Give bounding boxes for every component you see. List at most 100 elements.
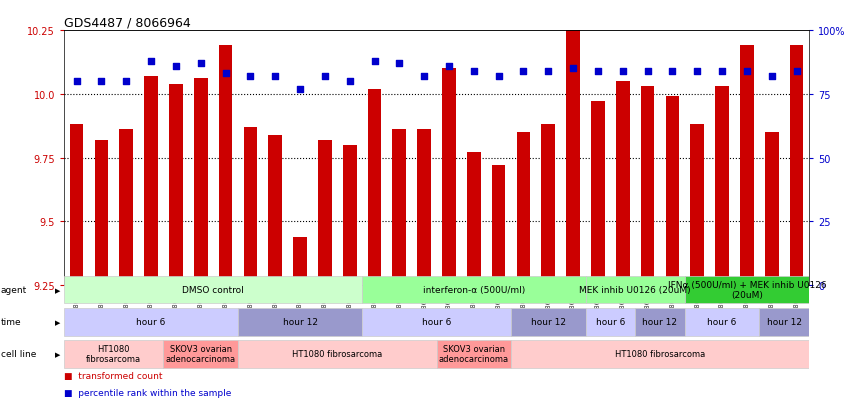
Bar xyxy=(511,308,586,336)
Bar xyxy=(765,133,778,285)
Bar xyxy=(269,135,282,285)
Bar xyxy=(790,46,803,285)
Text: MEK inhib U0126 (20uM): MEK inhib U0126 (20uM) xyxy=(580,285,691,294)
Bar xyxy=(318,140,331,285)
Point xyxy=(69,78,83,85)
Point xyxy=(541,69,555,75)
Bar xyxy=(511,340,809,368)
Text: hour 12: hour 12 xyxy=(767,318,801,326)
Bar xyxy=(120,130,133,285)
Text: interferon-α (500U/ml): interferon-α (500U/ml) xyxy=(423,285,525,294)
Point xyxy=(665,69,679,75)
Bar xyxy=(437,340,511,368)
Point xyxy=(169,63,182,70)
Point xyxy=(491,74,505,80)
Point xyxy=(715,69,728,75)
Point xyxy=(293,86,306,93)
Bar xyxy=(95,140,108,285)
Text: HT1080 fibrosarcoma: HT1080 fibrosarcoma xyxy=(615,349,705,358)
Text: SKOV3 ovarian
adenocarcinoma: SKOV3 ovarian adenocarcinoma xyxy=(439,344,508,363)
Text: ▶: ▶ xyxy=(55,319,60,325)
Point xyxy=(516,69,530,75)
Point xyxy=(467,69,480,75)
Bar xyxy=(586,308,635,336)
Point xyxy=(243,74,257,80)
Bar xyxy=(362,276,586,304)
Text: GDS4487 / 8066964: GDS4487 / 8066964 xyxy=(64,17,191,30)
Bar xyxy=(219,46,232,285)
Point xyxy=(268,74,282,80)
Bar xyxy=(238,340,437,368)
Bar xyxy=(716,87,728,285)
Text: ■  percentile rank within the sample: ■ percentile rank within the sample xyxy=(64,388,232,397)
Point xyxy=(144,58,158,65)
Bar xyxy=(635,308,685,336)
Bar xyxy=(294,237,306,285)
Text: IFNα (500U/ml) + MEK inhib U0126
(20uM): IFNα (500U/ml) + MEK inhib U0126 (20uM) xyxy=(668,280,826,299)
Point xyxy=(367,58,381,65)
Point xyxy=(442,63,455,70)
Point xyxy=(740,69,753,75)
Point xyxy=(318,74,331,80)
Bar xyxy=(145,77,158,285)
Bar xyxy=(368,90,381,285)
Text: HT1080 fibrosarcoma: HT1080 fibrosarcoma xyxy=(292,349,383,358)
Point xyxy=(764,74,778,80)
Text: ▶: ▶ xyxy=(55,351,60,357)
Text: hour 6: hour 6 xyxy=(422,318,451,326)
Point xyxy=(119,78,134,85)
Bar xyxy=(238,308,362,336)
Text: hour 12: hour 12 xyxy=(282,318,318,326)
Text: hour 12: hour 12 xyxy=(643,318,677,326)
Bar xyxy=(641,87,654,285)
Bar xyxy=(443,69,455,285)
Text: agent: agent xyxy=(1,285,27,294)
Point xyxy=(193,61,207,67)
Text: hour 12: hour 12 xyxy=(531,318,566,326)
Bar xyxy=(591,102,604,285)
Bar xyxy=(343,145,356,285)
Bar xyxy=(616,82,629,285)
Bar xyxy=(685,276,809,304)
Bar xyxy=(64,308,238,336)
Bar xyxy=(567,31,580,285)
Bar xyxy=(586,276,685,304)
Text: HT1080
fibrosarcoma: HT1080 fibrosarcoma xyxy=(86,344,141,363)
Bar xyxy=(163,340,238,368)
Point xyxy=(566,66,580,72)
Point xyxy=(690,69,704,75)
Bar xyxy=(418,130,431,285)
Bar xyxy=(362,308,511,336)
Point xyxy=(218,71,232,78)
Text: ■  transformed count: ■ transformed count xyxy=(64,371,163,380)
Point xyxy=(94,78,108,85)
Bar xyxy=(685,308,759,336)
Bar xyxy=(740,46,753,285)
Text: SKOV3 ovarian
adenocarcinoma: SKOV3 ovarian adenocarcinoma xyxy=(166,344,235,363)
Bar xyxy=(169,84,182,285)
Point xyxy=(615,69,629,75)
Bar xyxy=(691,125,704,285)
Bar xyxy=(64,276,362,304)
Text: hour 6: hour 6 xyxy=(707,318,737,326)
Bar xyxy=(64,340,163,368)
Point xyxy=(392,61,406,67)
Bar xyxy=(542,125,555,285)
Text: time: time xyxy=(1,318,21,326)
Bar xyxy=(759,308,809,336)
Bar xyxy=(194,79,207,285)
Text: hour 6: hour 6 xyxy=(596,318,625,326)
Point xyxy=(342,78,356,85)
Bar xyxy=(492,166,505,285)
Text: ▶: ▶ xyxy=(55,287,60,293)
Bar xyxy=(666,97,679,285)
Point xyxy=(417,74,431,80)
Bar xyxy=(517,133,530,285)
Bar xyxy=(244,128,257,285)
Point xyxy=(591,69,604,75)
Bar xyxy=(70,125,83,285)
Bar xyxy=(393,130,406,285)
Text: DMSO control: DMSO control xyxy=(182,285,244,294)
Bar xyxy=(467,153,480,285)
Text: hour 6: hour 6 xyxy=(136,318,166,326)
